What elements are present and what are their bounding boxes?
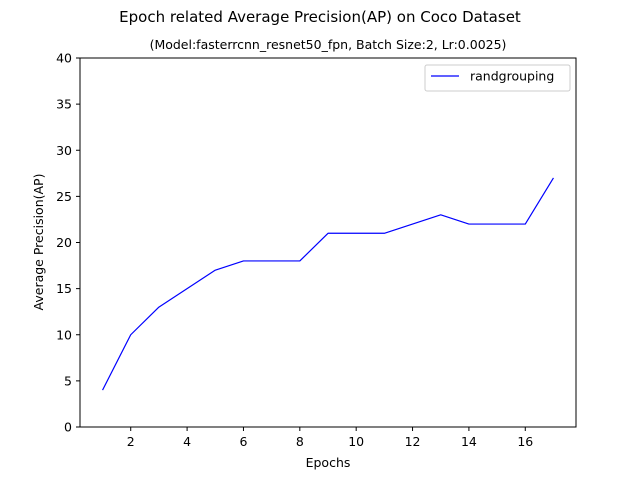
x-tick-label: 10 <box>348 434 364 449</box>
series-line-randgrouping <box>103 178 554 390</box>
y-tick-label: 5 <box>64 373 72 388</box>
y-axis-ticks: 0 5 10 15 20 25 30 35 40 <box>56 51 80 435</box>
x-tick-label: 2 <box>127 434 135 449</box>
y-tick-label: 35 <box>56 97 72 112</box>
y-tick-label: 20 <box>56 235 72 250</box>
y-tick-label: 30 <box>56 143 72 158</box>
chart-subtitle: (Model:fasterrcnn_resnet50_fpn, Batch Si… <box>150 37 507 52</box>
y-tick-label: 15 <box>56 281 72 296</box>
series-layer <box>103 178 554 390</box>
x-tick-label: 6 <box>239 434 247 449</box>
x-axis-ticks: 2 4 6 8 10 12 14 16 <box>127 427 534 449</box>
x-tick-label: 16 <box>517 434 533 449</box>
plot-frame <box>80 58 576 427</box>
y-tick-label: 40 <box>56 51 72 66</box>
legend-label-randgrouping: randgrouping <box>470 69 554 84</box>
x-tick-label: 4 <box>183 434 191 449</box>
x-axis-label: Epochs <box>306 455 351 470</box>
y-axis-label: Average Precision(AP) <box>31 174 46 311</box>
x-tick-label: 14 <box>461 434 477 449</box>
x-tick-label: 12 <box>405 434 421 449</box>
y-tick-label: 10 <box>56 327 72 342</box>
x-tick-label: 8 <box>296 434 304 449</box>
y-tick-label: 0 <box>64 420 72 435</box>
chart-title: Epoch related Average Precision(AP) on C… <box>119 8 521 26</box>
legend: randgrouping <box>425 65 570 91</box>
y-tick-label: 25 <box>56 189 72 204</box>
